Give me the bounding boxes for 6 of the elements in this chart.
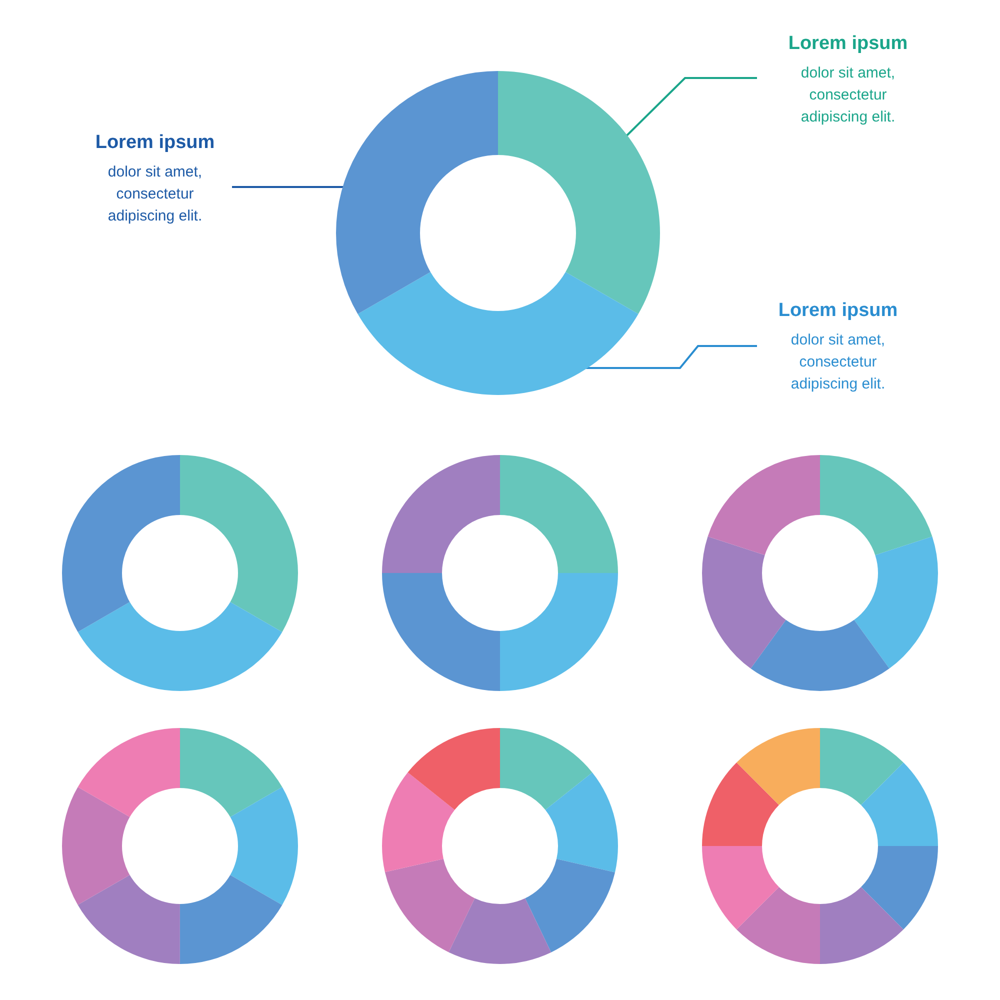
text: dolor sit amet, consectetur adipiscing elit. [108, 164, 202, 224]
text: dolor sit amet, consectetur adipiscing elit. [800, 64, 896, 126]
text: Lorem ipsum [778, 300, 898, 321]
text: Lorem ipsum [95, 132, 215, 153]
text: dolor sit amet, consectetur adipiscing elit. [790, 332, 886, 392]
text: Lorem ipsum [788, 33, 908, 54]
